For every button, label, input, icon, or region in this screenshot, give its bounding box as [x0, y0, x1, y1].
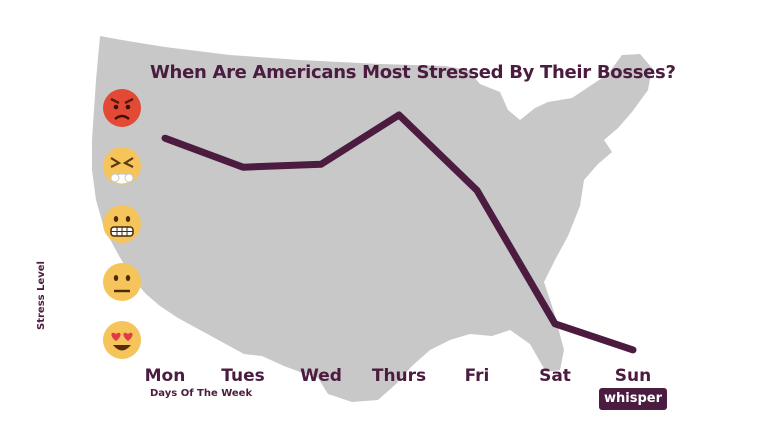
neutral-face-icon: [103, 263, 141, 301]
y-axis-emoji-scale: [103, 89, 141, 359]
grimacing-face-icon: [103, 205, 141, 243]
x-tick-label: Mon: [145, 366, 186, 386]
whisper-logo: whisper: [599, 388, 667, 410]
angry-face-icon: [103, 89, 141, 127]
x-tick-label: Fri: [465, 366, 490, 386]
y-axis-label: Stress Level: [36, 261, 47, 330]
heart-eyes-face-icon: [103, 321, 141, 359]
steam-face-icon: [103, 147, 141, 185]
x-axis-ticks: Mon Tues Wed Thurs Fri Sat Sun: [145, 366, 652, 386]
x-tick-label: Sat: [539, 366, 571, 386]
x-axis-label: Days Of The Week: [150, 388, 253, 399]
x-tick-label: Wed: [300, 366, 342, 386]
x-tick-label: Thurs: [372, 366, 426, 386]
x-tick-label: Sun: [615, 366, 651, 386]
chart-title: When Are Americans Most Stressed By Thei…: [150, 62, 676, 83]
x-tick-label: Tues: [221, 366, 264, 386]
us-map-silhouette: [92, 36, 652, 402]
series-line: [161, 111, 637, 354]
